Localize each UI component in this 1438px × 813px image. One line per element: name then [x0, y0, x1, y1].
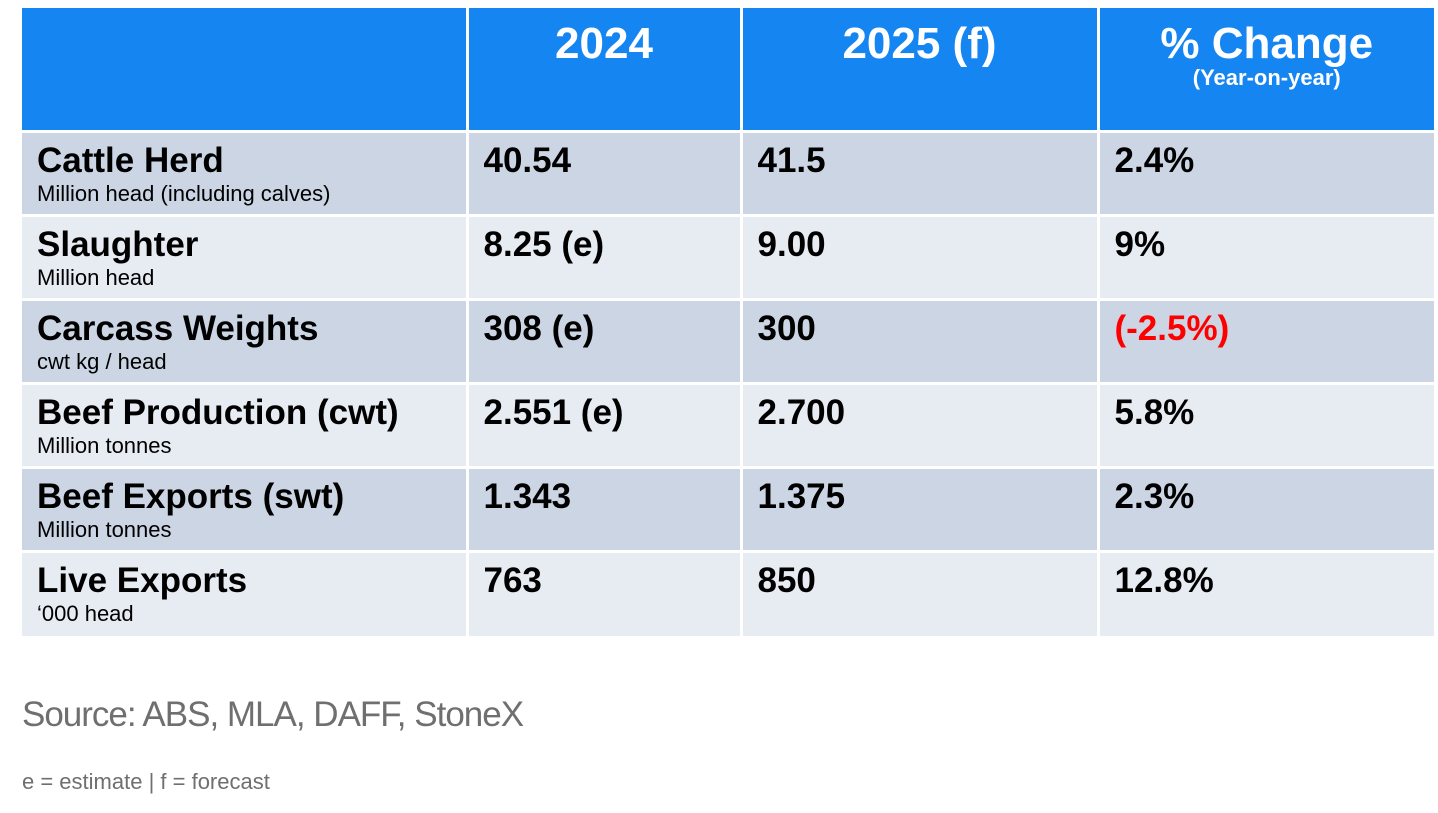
- value-2024: 308 (e): [483, 309, 595, 348]
- value-2025: 41.5: [757, 141, 826, 180]
- value-2025-cell: 1.375: [739, 466, 1100, 553]
- value-2024-cell: 763: [465, 550, 743, 636]
- value-2024: 40.54: [483, 141, 572, 180]
- metric-name: Live Exports: [37, 561, 248, 600]
- metric-unit: ‘000 head: [37, 601, 134, 626]
- change-cell: 9%: [1096, 214, 1434, 301]
- metric-unit: Million head: [37, 265, 155, 290]
- header-change-label: % Change: [1160, 19, 1374, 68]
- metric-cell: Cattle Herd Million head (including calv…: [22, 130, 469, 217]
- metric-cell: Beef Exports (swt) Million tonnes: [22, 466, 469, 553]
- forecast-table-container: 2024 2025 (f) % Change (Year-on-year) Ca…: [22, 8, 1434, 636]
- table-row: Live Exports ‘000 head 763 850 12.8%: [22, 550, 1434, 636]
- metric-cell: Slaughter Million head: [22, 214, 469, 301]
- value-2024-cell: 1.343: [465, 466, 743, 553]
- change-value: 12.8%: [1114, 561, 1214, 600]
- header-metric: [22, 8, 469, 133]
- change-value: 5.8%: [1114, 393, 1195, 432]
- header-2024-label: 2024: [555, 19, 653, 68]
- table-row: Beef Exports (swt) Million tonnes 1.343 …: [22, 466, 1434, 553]
- table-row: Beef Production (cwt) Million tonnes 2.5…: [22, 382, 1434, 469]
- value-2024: 763: [483, 561, 542, 600]
- table-row: Carcass Weights cwt kg / head 308 (e) 30…: [22, 298, 1434, 385]
- change-cell: 2.3%: [1096, 466, 1434, 553]
- value-2025: 9.00: [757, 225, 826, 264]
- metric-unit: Million tonnes: [37, 433, 172, 458]
- table-row: Slaughter Million head 8.25 (e) 9.00 9%: [22, 214, 1434, 301]
- metric-unit: Million head (including calves): [37, 181, 331, 206]
- metric-name: Carcass Weights: [37, 309, 319, 348]
- change-cell: 12.8%: [1096, 550, 1434, 636]
- change-cell: 5.8%: [1096, 382, 1434, 469]
- header-change-sub: (Year-on-year): [1192, 65, 1341, 90]
- value-2024: 2.551 (e): [483, 393, 624, 432]
- header-2025-label: 2025 (f): [842, 19, 997, 68]
- header-2024: 2024: [465, 8, 743, 133]
- change-value-negative: (-2.5%): [1114, 309, 1230, 348]
- value-2024-cell: 8.25 (e): [465, 214, 743, 301]
- value-2025-cell: 41.5: [739, 130, 1100, 217]
- change-cell: 2.4%: [1096, 130, 1434, 217]
- value-2024: 8.25 (e): [483, 225, 605, 264]
- metric-cell: Beef Production (cwt) Million tonnes: [22, 382, 469, 469]
- table-row: Cattle Herd Million head (including calv…: [22, 130, 1434, 217]
- value-2025-cell: 9.00: [739, 214, 1100, 301]
- value-2024-cell: 308 (e): [465, 298, 743, 385]
- header-change: % Change (Year-on-year): [1096, 8, 1434, 133]
- value-2025: 2.700: [757, 393, 846, 432]
- value-2024-cell: 2.551 (e): [465, 382, 743, 469]
- change-value: 2.3%: [1114, 477, 1195, 516]
- value-2025: 300: [757, 309, 816, 348]
- change-value: 2.4%: [1114, 141, 1195, 180]
- value-2025-cell: 2.700: [739, 382, 1100, 469]
- value-2025-cell: 300: [739, 298, 1100, 385]
- change-value: 9%: [1114, 225, 1166, 264]
- metric-unit: cwt kg / head: [37, 349, 167, 374]
- metric-name: Beef Exports (swt): [37, 477, 345, 516]
- metric-cell: Live Exports ‘000 head: [22, 550, 469, 636]
- value-2024: 1.343: [483, 477, 572, 516]
- metric-name: Cattle Herd: [37, 141, 224, 180]
- value-2025-cell: 850: [739, 550, 1100, 636]
- value-2024-cell: 40.54: [465, 130, 743, 217]
- value-2025: 1.375: [757, 477, 846, 516]
- metric-cell: Carcass Weights cwt kg / head: [22, 298, 469, 385]
- header-2025: 2025 (f): [739, 8, 1100, 133]
- source-note: Source: ABS, MLA, DAFF, StoneX: [22, 695, 524, 734]
- abbreviation-legend: e = estimate | f = forecast: [22, 769, 270, 794]
- metric-unit: Million tonnes: [37, 517, 172, 542]
- metric-name: Beef Production (cwt): [37, 393, 399, 432]
- value-2025: 850: [757, 561, 816, 600]
- metric-name: Slaughter: [37, 225, 199, 264]
- table-header-row: 2024 2025 (f) % Change (Year-on-year): [22, 8, 1434, 133]
- cattle-forecast-table: 2024 2025 (f) % Change (Year-on-year) Ca…: [22, 8, 1434, 636]
- change-cell: (-2.5%): [1096, 298, 1434, 385]
